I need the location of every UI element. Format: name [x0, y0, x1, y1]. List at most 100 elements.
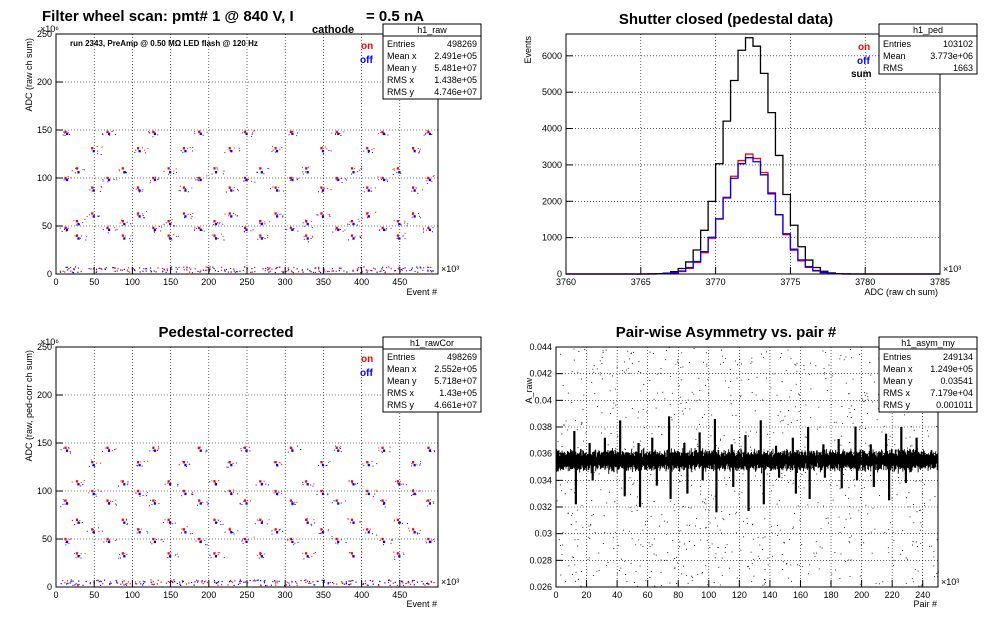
point-baseline [320, 271, 322, 274]
asymmetry-point [612, 375, 613, 377]
asymmetry-point [876, 419, 878, 421]
point-baseline [231, 581, 233, 583]
point-on [305, 220, 308, 223]
point-on [199, 541, 201, 543]
point-baseline [265, 267, 267, 269]
asymmetry-point [572, 556, 574, 558]
point-off [92, 531, 94, 533]
asymmetry-point [762, 584, 764, 586]
x-tick-label: 200 [201, 590, 216, 600]
point-on [211, 480, 213, 482]
point-baseline [343, 270, 345, 272]
point-on [320, 461, 323, 464]
y-tick-label: 250 [37, 342, 52, 352]
point-off [263, 173, 265, 175]
asymmetry-point [751, 581, 753, 583]
point-off [431, 180, 433, 182]
point-off [382, 540, 386, 544]
panel-pedestal-legend-on: on [858, 42, 870, 53]
asymmetry-point [635, 544, 637, 546]
point-on [280, 213, 282, 215]
point-baseline [136, 583, 138, 585]
point-on [366, 186, 369, 189]
asymmetry-point [780, 411, 782, 413]
point-on [286, 539, 288, 541]
point-baseline [142, 270, 144, 272]
point-off [97, 215, 99, 217]
hist-line-on [566, 153, 940, 275]
point-baseline [379, 580, 381, 583]
point-off [335, 542, 337, 544]
asymmetry-point [794, 512, 796, 514]
point-baseline [427, 270, 429, 272]
point-off [355, 483, 357, 485]
asymmetry-point [637, 417, 639, 419]
x-tick-label: 100 [125, 277, 140, 287]
point-baseline [351, 580, 353, 582]
point-off [171, 239, 173, 241]
point-off [401, 522, 403, 524]
point-on [106, 499, 109, 502]
point-on [136, 528, 140, 531]
asymmetry-point [655, 407, 657, 409]
asymmetry-point [754, 475, 756, 477]
asymmetry-point [759, 544, 761, 546]
point-baseline [378, 583, 380, 586]
point-on [320, 489, 323, 493]
asymmetry-point [619, 570, 621, 571]
asymmetry-point [850, 517, 852, 519]
asymmetry-point [743, 456, 745, 458]
asymmetry-point [849, 442, 851, 443]
asymmetry-point [914, 569, 916, 571]
asymmetry-point [843, 527, 845, 529]
point-baseline [272, 581, 274, 583]
point-on [140, 528, 142, 530]
asymmetry-point [671, 419, 673, 421]
asymmetry-point [757, 536, 759, 538]
point-off [226, 466, 228, 468]
asymmetry-point [780, 356, 781, 358]
point-baseline [204, 580, 206, 582]
asymmetry-point [736, 577, 738, 579]
point-off [326, 464, 328, 466]
point-on [311, 235, 313, 237]
asymmetry-point [570, 523, 572, 525]
asymmetry-point [848, 393, 850, 395]
point-on [97, 489, 99, 491]
asymmetry-point [698, 377, 700, 379]
asymmetry-point [834, 569, 836, 571]
point-on [359, 235, 361, 237]
point-on [247, 178, 249, 180]
point-baseline [239, 580, 241, 582]
point-baseline [183, 269, 185, 271]
point-baseline [264, 270, 266, 272]
point-on [274, 461, 277, 464]
point-off [102, 133, 104, 135]
asymmetry-point [779, 421, 781, 423]
point-off [404, 238, 406, 240]
point-baseline [341, 581, 343, 583]
point-baseline [283, 585, 286, 587]
point-baseline [202, 269, 205, 271]
asymmetry-point [655, 554, 657, 556]
point-off [119, 554, 121, 556]
point-off [254, 181, 256, 183]
point-on [381, 226, 384, 230]
point-on [273, 461, 275, 463]
asymmetry-point [848, 408, 850, 410]
point-on [291, 132, 293, 134]
point-on [216, 167, 218, 169]
point-off [288, 134, 290, 136]
point-on [59, 227, 61, 229]
point-on [320, 528, 323, 531]
point-off [419, 464, 421, 466]
asymmetry-point [677, 359, 679, 361]
point-off [228, 215, 230, 217]
asymmetry-point [890, 522, 891, 524]
asymmetry-point [862, 479, 864, 481]
point-on [321, 529, 323, 531]
point-off [65, 449, 69, 452]
point-off [138, 492, 141, 496]
point-on [91, 528, 94, 531]
asymmetry-point [845, 356, 847, 358]
